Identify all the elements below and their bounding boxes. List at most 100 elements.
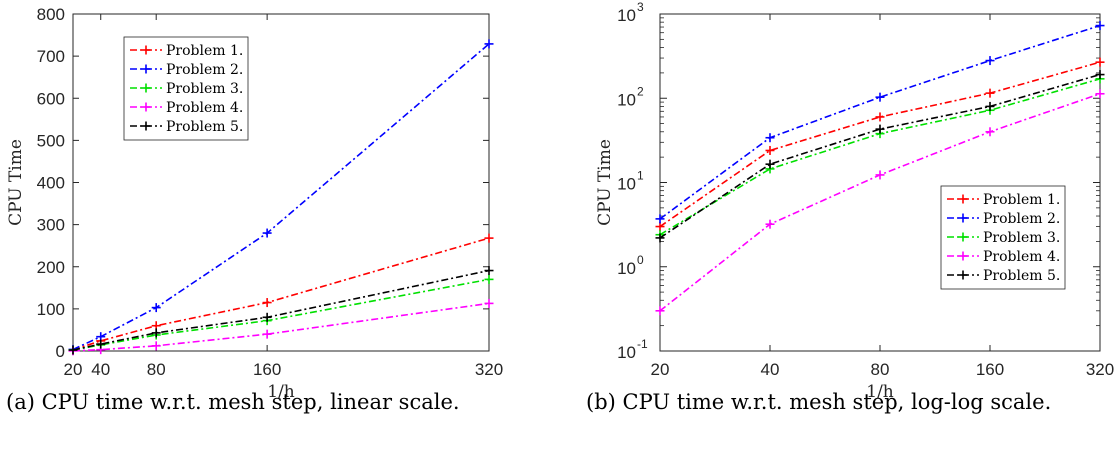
x-axis-label: 1/h bbox=[866, 382, 894, 402]
x-tick-label: 320 bbox=[1086, 360, 1114, 379]
data-point bbox=[484, 266, 494, 276]
legend-marker bbox=[958, 232, 968, 242]
data-point bbox=[262, 298, 272, 308]
legend-entry: Problem 4. bbox=[947, 249, 1060, 265]
data-point bbox=[985, 127, 995, 137]
y-tick-label: 10 bbox=[617, 259, 636, 278]
data-point bbox=[484, 298, 494, 308]
plot-frame bbox=[659, 13, 1101, 352]
y-tick-exponent: 0 bbox=[637, 253, 644, 267]
series-line bbox=[659, 24, 1101, 220]
data-point bbox=[875, 170, 885, 180]
legend-label: Problem 2. bbox=[983, 211, 1060, 227]
data-point bbox=[262, 312, 272, 322]
data-point bbox=[985, 88, 995, 98]
data-point bbox=[262, 329, 272, 339]
chart-a-caption: (a) CPU time w.r.t. mesh step, linear sc… bbox=[6, 390, 460, 414]
data-point bbox=[765, 133, 775, 143]
legend-label: Problem 1. bbox=[983, 192, 1060, 208]
legend-label: Problem 1. bbox=[166, 43, 243, 59]
data-point bbox=[655, 214, 665, 224]
y-tick-exponent: -1 bbox=[637, 337, 648, 351]
series-2 bbox=[68, 39, 494, 354]
x-tick-label: 80 bbox=[871, 360, 890, 379]
y-tick-label: 500 bbox=[37, 131, 65, 150]
y-tick-exponent: 2 bbox=[637, 84, 644, 98]
data-point bbox=[484, 233, 494, 243]
x-tick-label: 20 bbox=[64, 360, 83, 379]
y-tick-label: 100 bbox=[37, 300, 65, 319]
legend-label: Problem 4. bbox=[983, 249, 1060, 265]
y-tick-label: 400 bbox=[37, 174, 65, 193]
legend-marker bbox=[958, 270, 968, 280]
data-point bbox=[765, 145, 775, 155]
data-point bbox=[765, 159, 775, 169]
series-4 bbox=[655, 89, 1105, 316]
series-1 bbox=[68, 233, 494, 355]
data-point bbox=[151, 303, 161, 313]
legend-entry: Problem 2. bbox=[947, 211, 1060, 227]
series-1 bbox=[655, 57, 1105, 232]
legend-label: Problem 2. bbox=[166, 62, 243, 78]
legend-marker bbox=[141, 45, 151, 55]
x-tick-label: 40 bbox=[761, 360, 780, 379]
legend-marker bbox=[958, 251, 968, 261]
data-point bbox=[765, 219, 775, 229]
y-tick-label: 0 bbox=[56, 342, 65, 361]
legend-entry: Problem 3. bbox=[947, 230, 1060, 246]
legend-entry: Problem 5. bbox=[947, 268, 1060, 284]
x-tick-label: 40 bbox=[91, 360, 110, 379]
data-point bbox=[1095, 70, 1105, 80]
y-tick-label: 700 bbox=[37, 47, 65, 66]
data-point bbox=[985, 101, 995, 111]
chart-a-svg: 20 40 80 160 320 0 100 200 300 400 500 600 700 800 1/h… bbox=[6, 5, 503, 402]
legend-marker bbox=[141, 121, 151, 131]
series-2 bbox=[655, 21, 1105, 224]
y-tick-label: 300 bbox=[37, 216, 65, 235]
series-line bbox=[72, 302, 490, 352]
data-point bbox=[875, 124, 885, 134]
x-tick-label: 320 bbox=[475, 360, 503, 379]
chart-panel-b: 20 40 80 160 320 10 -1 10 0 10 1 10 2 10 3 1/h CPU Time P… bbox=[560, 0, 1119, 449]
data-point bbox=[875, 112, 885, 122]
x-tick-label: 80 bbox=[147, 360, 166, 379]
y-tick-label: 800 bbox=[37, 5, 65, 24]
series-line bbox=[72, 237, 490, 351]
y-tick-label: 10 bbox=[617, 175, 636, 194]
legend: Problem 1. Problem 2. Problem 3. Problem 4.… bbox=[940, 185, 1066, 290]
legend-marker bbox=[141, 102, 151, 112]
y-tick-label: 10 bbox=[617, 90, 636, 109]
y-tick-label: 10 bbox=[617, 6, 636, 25]
y-tick-label: 10 bbox=[617, 343, 636, 362]
series-4 bbox=[68, 298, 494, 356]
series-line bbox=[72, 269, 490, 351]
data-point bbox=[484, 39, 494, 49]
legend-marker bbox=[141, 64, 151, 74]
data-point bbox=[655, 306, 665, 316]
legend-label: Problem 3. bbox=[166, 81, 243, 97]
series-5 bbox=[68, 266, 494, 355]
x-tick-label: 160 bbox=[976, 360, 1004, 379]
data-point bbox=[151, 341, 161, 351]
chart-b-caption: (b) CPU time w.r.t. mesh step, log-log s… bbox=[586, 390, 1052, 414]
data-point bbox=[1095, 89, 1105, 99]
y-tick-exponent: 1 bbox=[637, 169, 644, 183]
x-tick-label: 20 bbox=[651, 360, 670, 379]
data-point bbox=[151, 328, 161, 338]
y-tick-exponent: 3 bbox=[637, 0, 644, 14]
legend-label: Problem 5. bbox=[983, 268, 1060, 284]
legend-label: Problem 4. bbox=[166, 100, 243, 116]
y-axis-label: CPU Time bbox=[595, 139, 615, 226]
legend-entry: Problem 3. bbox=[130, 81, 243, 97]
data-point bbox=[1095, 57, 1105, 67]
data-point bbox=[655, 233, 665, 243]
legend-entry: Problem 1. bbox=[947, 192, 1060, 208]
data-point bbox=[655, 222, 665, 232]
data-point bbox=[985, 56, 995, 66]
legend-entry: Problem 2. bbox=[130, 62, 243, 78]
legend-entry: Problem 4. bbox=[130, 100, 243, 116]
x-axis-label: 1/h bbox=[267, 382, 295, 402]
x-tick-label: 160 bbox=[253, 360, 281, 379]
y-tick-label: 600 bbox=[37, 89, 65, 108]
